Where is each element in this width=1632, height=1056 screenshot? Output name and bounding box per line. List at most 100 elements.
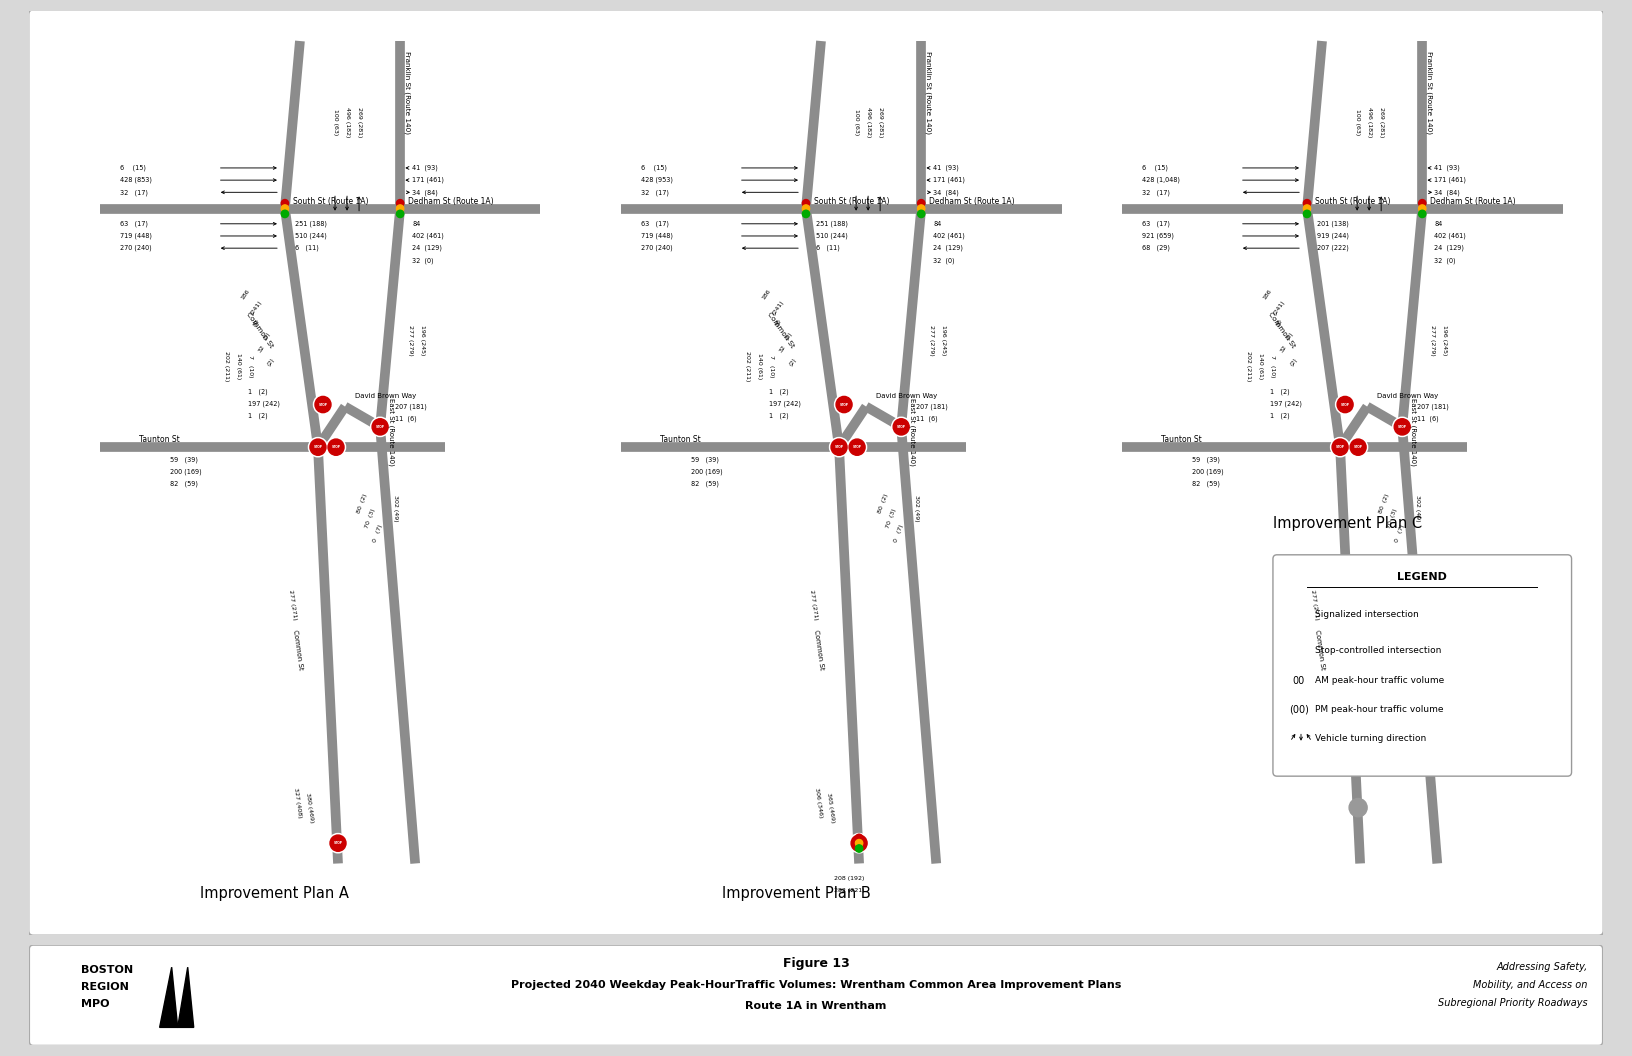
Text: Projected 2040 Weekday Peak-HourTraffic Volumes: Wrentham Common Area Improvemen: Projected 2040 Weekday Peak-HourTraffic …: [511, 980, 1121, 991]
Text: 32   (17): 32 (17): [1142, 189, 1170, 195]
Text: David Brown Way: David Brown Way: [356, 394, 416, 399]
Circle shape: [850, 835, 867, 851]
Text: STOP: STOP: [834, 446, 844, 449]
Circle shape: [1418, 210, 1426, 218]
Text: Dedham St (Route 1A): Dedham St (Route 1A): [408, 197, 494, 206]
Text: 63   (17): 63 (17): [1142, 221, 1170, 227]
Text: Common St: Common St: [245, 312, 274, 350]
Circle shape: [803, 210, 809, 218]
Text: 1   (2): 1 (2): [769, 388, 788, 395]
Text: (0): (0): [783, 332, 793, 341]
Text: 41  (93): 41 (93): [1435, 165, 1461, 171]
Circle shape: [1304, 205, 1310, 212]
Text: Taunton St: Taunton St: [1162, 435, 1203, 444]
Circle shape: [281, 200, 289, 207]
Circle shape: [1291, 642, 1307, 658]
Text: Signalized intersection: Signalized intersection: [1315, 610, 1418, 619]
Text: STOP: STOP: [331, 446, 341, 449]
Text: 200 (169): 200 (169): [170, 468, 201, 475]
Text: 82   (59): 82 (59): [1191, 480, 1219, 487]
Text: (00): (00): [1289, 704, 1309, 714]
Text: 100 (63): 100 (63): [854, 109, 858, 135]
Text: 34  (84): 34 (84): [1435, 189, 1461, 195]
Text: 34  (84): 34 (84): [934, 189, 960, 195]
Text: Taunton St: Taunton St: [661, 435, 702, 444]
Text: East St (Route 140): East St (Route 140): [1410, 398, 1417, 466]
Circle shape: [372, 419, 388, 435]
Text: South St (Route 1A): South St (Route 1A): [292, 197, 369, 206]
Circle shape: [803, 200, 809, 207]
Text: 171 (461): 171 (461): [1435, 176, 1466, 184]
Text: 32   (17): 32 (17): [119, 189, 147, 195]
Text: Franklin St (Route 140): Franklin St (Route 140): [405, 51, 411, 134]
Text: 402 (461): 402 (461): [413, 232, 444, 240]
Text: Figure 13: Figure 13: [783, 957, 849, 970]
Text: 197 (242): 197 (242): [248, 400, 279, 407]
Text: 84: 84: [1435, 221, 1443, 227]
Polygon shape: [178, 967, 194, 1027]
Text: 186: 186: [240, 288, 251, 301]
Text: STOP: STOP: [313, 446, 323, 449]
Circle shape: [917, 205, 925, 212]
Text: 207 (181): 207 (181): [916, 403, 948, 410]
Text: STOP: STOP: [855, 842, 863, 845]
Text: 1   (2): 1 (2): [1270, 388, 1289, 395]
Text: 428 (953): 428 (953): [641, 176, 672, 184]
Text: 24  (129): 24 (129): [934, 245, 963, 251]
Text: AM peak-hour traffic volume: AM peak-hour traffic volume: [1315, 676, 1444, 685]
Circle shape: [1348, 437, 1368, 457]
Circle shape: [397, 205, 403, 212]
Text: 277 (279): 277 (279): [408, 325, 413, 356]
Text: 80  (2): 80 (2): [876, 492, 889, 513]
Text: 200 (169): 200 (169): [690, 468, 723, 475]
FancyBboxPatch shape: [28, 10, 1604, 936]
Circle shape: [850, 833, 868, 853]
Circle shape: [834, 395, 854, 414]
Text: 41  (93): 41 (93): [934, 165, 960, 171]
Circle shape: [310, 439, 326, 455]
Circle shape: [829, 437, 849, 457]
Text: 6    (15): 6 (15): [119, 165, 145, 171]
Text: 70  (3): 70 (3): [364, 508, 375, 529]
Text: 32: 32: [256, 344, 266, 354]
Circle shape: [281, 205, 289, 212]
Text: 171 (461): 171 (461): [413, 176, 444, 184]
FancyBboxPatch shape: [1273, 554, 1572, 776]
Text: 251 (188): 251 (188): [295, 221, 326, 227]
Text: STOP: STOP: [333, 842, 343, 845]
Text: 63   (17): 63 (17): [641, 221, 669, 227]
Text: STOP: STOP: [318, 402, 328, 407]
Text: Stop-controlled intersection: Stop-controlled intersection: [1315, 646, 1441, 655]
Text: South St (Route 1A): South St (Route 1A): [1315, 197, 1390, 206]
Circle shape: [803, 205, 809, 212]
Circle shape: [397, 200, 403, 207]
Circle shape: [397, 210, 403, 218]
Text: 277 (271): 277 (271): [1310, 589, 1319, 620]
Circle shape: [1296, 606, 1302, 614]
Text: 140 (61): 140 (61): [757, 353, 762, 379]
Circle shape: [917, 210, 925, 218]
Text: 282 (221): 282 (221): [834, 888, 865, 893]
Text: 80: 80: [1275, 319, 1283, 328]
Text: 32: 32: [1279, 344, 1288, 354]
Text: 84: 84: [413, 221, 421, 227]
Text: 327 (408): 327 (408): [292, 787, 302, 818]
Text: PM peak-hour traffic volume: PM peak-hour traffic volume: [1315, 704, 1444, 714]
Text: 719 (448): 719 (448): [119, 232, 152, 240]
Text: 380 (469): 380 (469): [305, 792, 313, 823]
Text: 80  (2): 80 (2): [356, 492, 367, 513]
Text: 32  (0): 32 (0): [413, 257, 434, 264]
Text: 207 (222): 207 (222): [1317, 245, 1348, 251]
Text: 270 (240): 270 (240): [119, 245, 152, 251]
Circle shape: [891, 417, 911, 436]
Text: 277 (279): 277 (279): [929, 325, 934, 356]
Text: 277 (271): 277 (271): [287, 589, 297, 620]
Circle shape: [1337, 396, 1353, 413]
Text: 277 (279): 277 (279): [1430, 325, 1435, 356]
Text: 59   (39): 59 (39): [690, 456, 718, 463]
Text: Mobility, and Access on: Mobility, and Access on: [1474, 980, 1588, 991]
Text: 68   (29): 68 (29): [1142, 245, 1170, 251]
Text: 171 (461): 171 (461): [934, 176, 965, 184]
Text: 302 (49): 302 (49): [393, 495, 398, 522]
Text: 70  (3): 70 (3): [885, 508, 898, 529]
